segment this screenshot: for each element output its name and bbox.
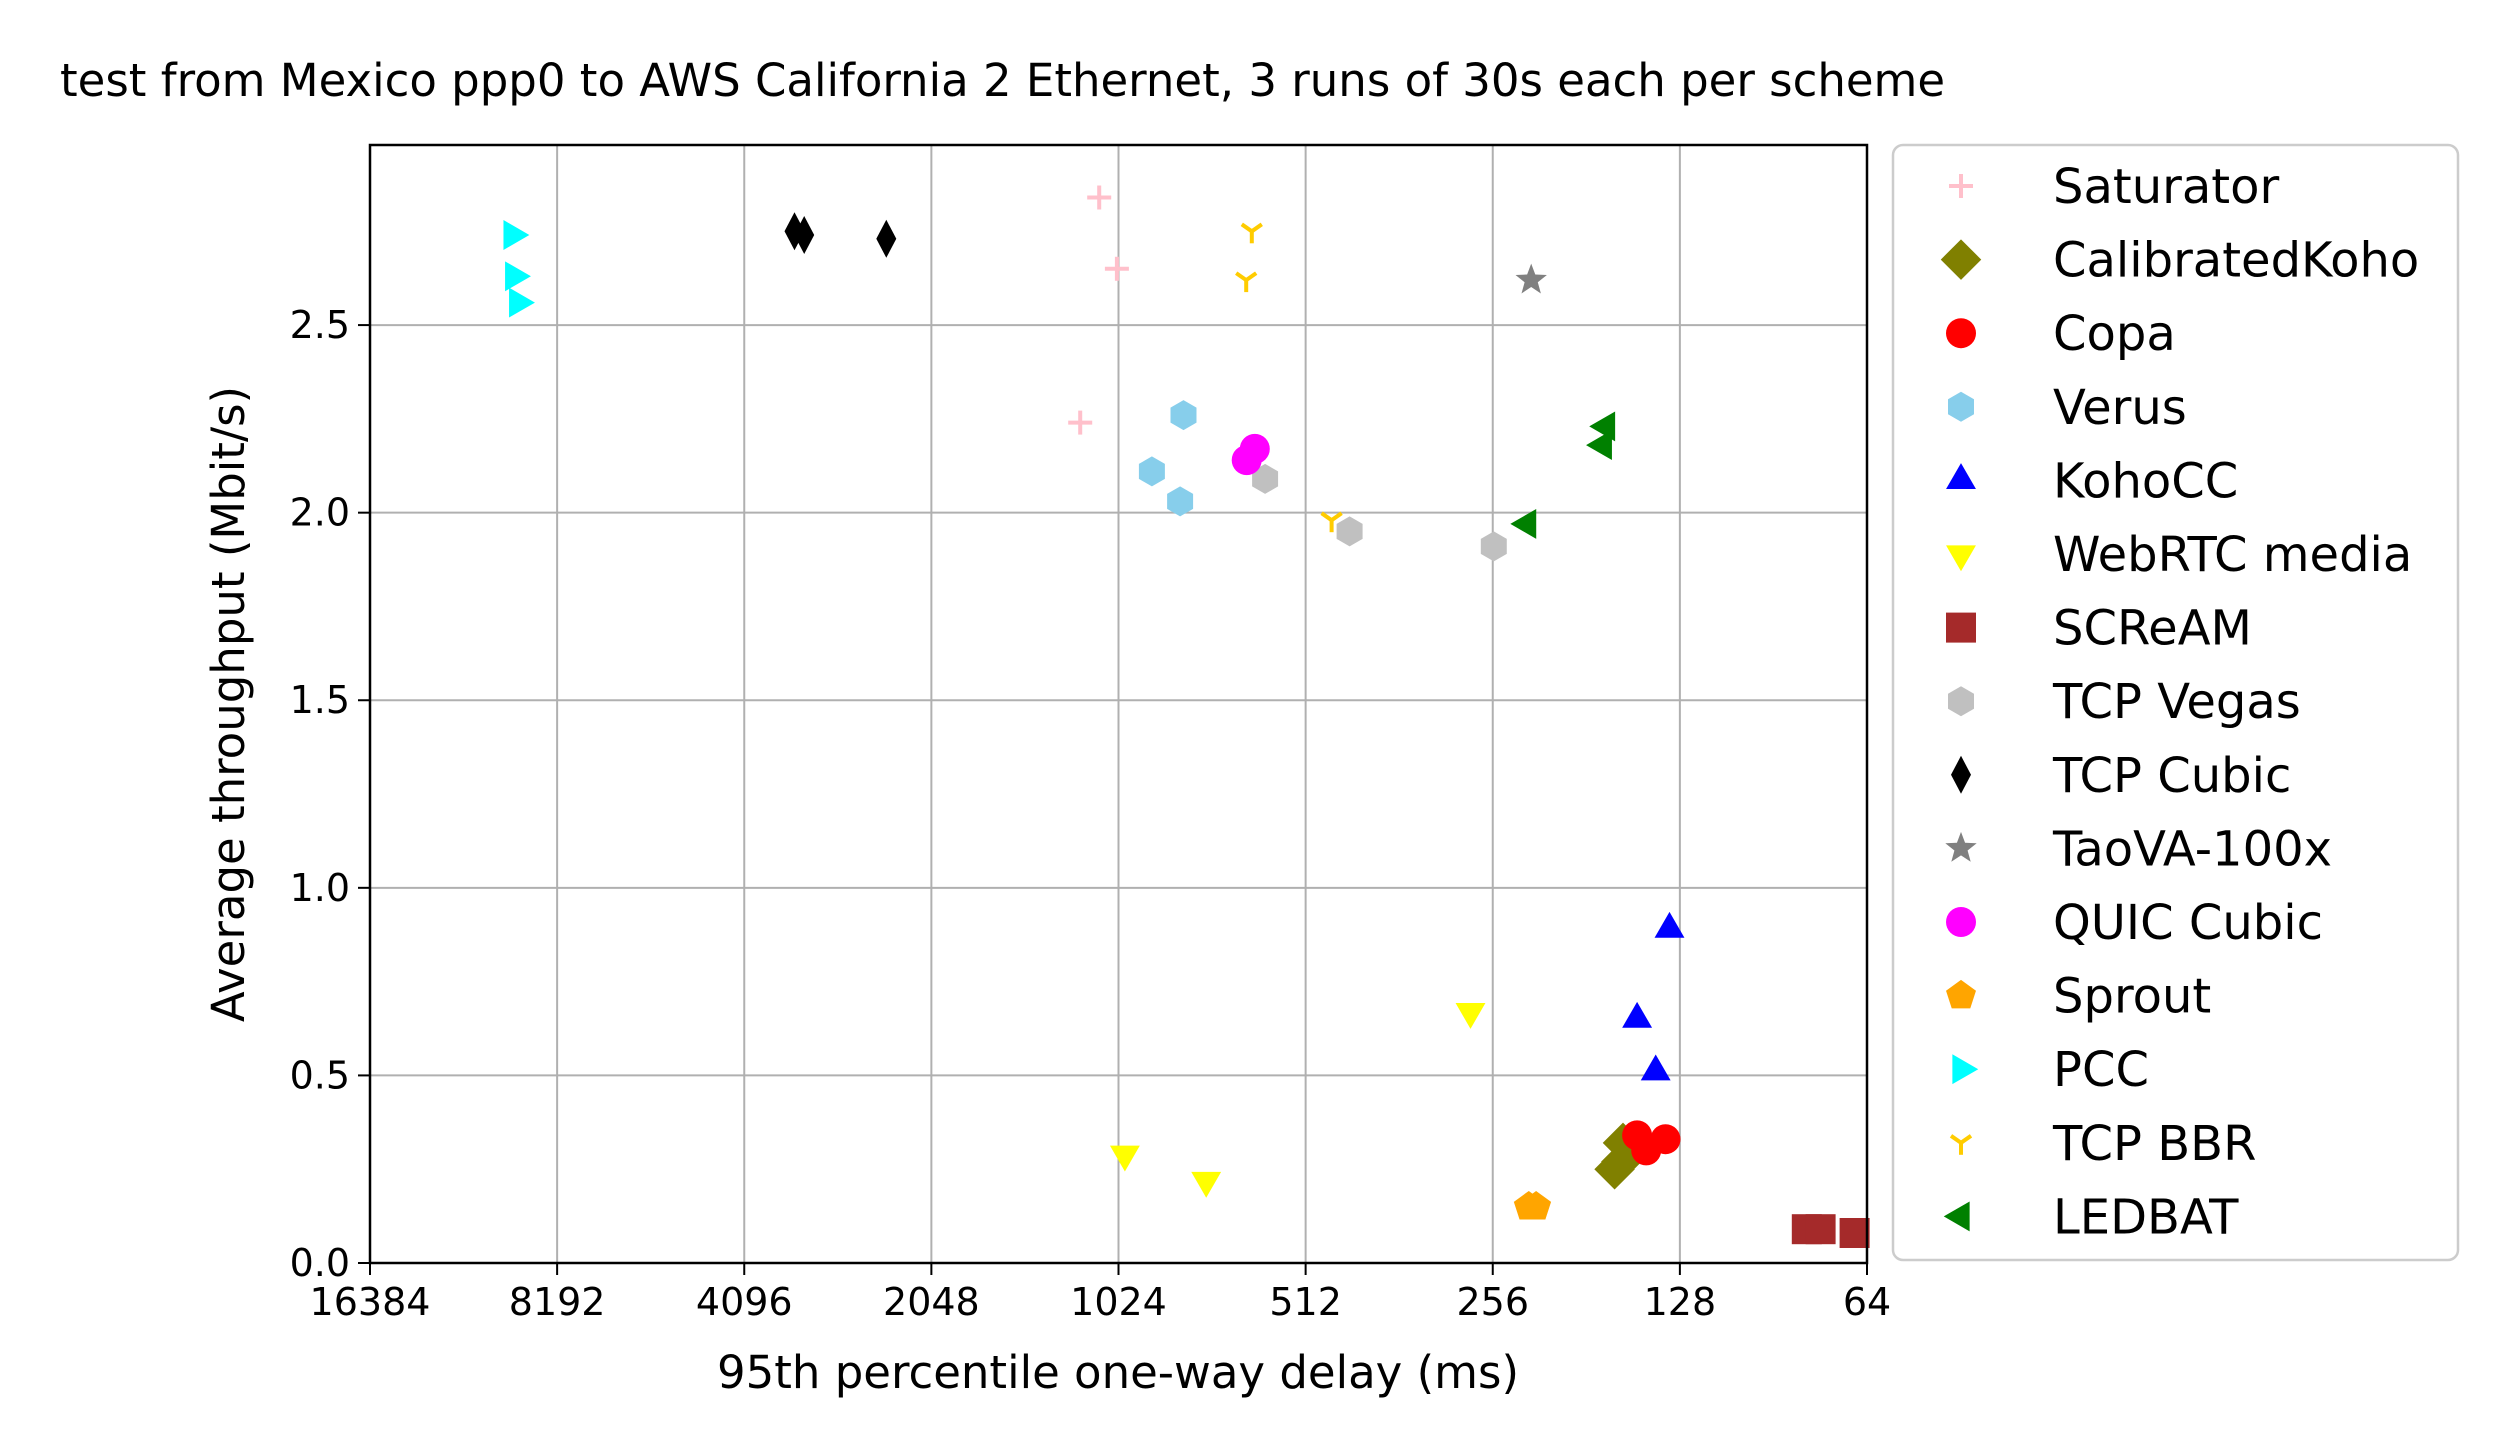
point-sprout [1521,1190,1552,1220]
point-kohocc [1654,911,1685,938]
x-tick-label: 4096 [696,1280,793,1324]
point-ledbat [1586,430,1612,461]
legend-label-tcp-bbr: TCP BBR [2052,1116,2256,1172]
point-tcp-cubic [794,216,815,254]
point-copa [1650,1124,1681,1155]
legend-label-sprout: Sprout [2053,969,2211,1025]
x-tick-label: 2048 [883,1280,980,1324]
point-tcp-bbr [1240,222,1263,244]
y-tick-label: 0.5 [290,1053,350,1097]
point-quic-cubic [1231,445,1262,476]
point-pcc [509,287,535,318]
legend-label-saturator: Saturator [2053,159,2279,215]
x-tick-label: 256 [1456,1280,1529,1324]
legend-label-verus: Verus [2053,380,2187,436]
point-webrtc-media [1191,1171,1222,1198]
legend-marker-kohocc [1946,463,1976,490]
y-axis-ticks: 0.0 0.5 1.0 1.5 2.0 2.5 [290,303,370,1285]
legend-label-calibratedkoho: CalibratedKoho [2053,233,2419,289]
point-ledbat [1510,508,1537,539]
point-kohocc [1622,1001,1653,1028]
point-tcp-vegas [1480,531,1507,562]
point-scream [1805,1214,1836,1245]
legend-marker-copa [1946,318,1976,349]
point-tcp-vegas [1336,516,1363,547]
x-tick-label: 16384 [310,1280,431,1324]
point-verus [1170,400,1197,431]
y-tick-label: 2.0 [290,491,350,535]
point-pcc [505,261,531,292]
legend-marker-taova-100x [1945,831,1977,862]
legend-label-tcp-vegas: TCP Vegas [2052,674,2301,730]
legend-label-kohocc: KohoCC [2053,453,2238,509]
legend-marker-ledbat [1943,1201,1970,1232]
point-saturator [1104,256,1129,281]
legend-marker-scream [1946,612,1976,643]
legend-frame [1891,143,2460,1262]
point-webrtc-media [1109,1145,1140,1172]
point-webrtc-media [1455,1002,1486,1029]
y-tick-label: 1.5 [290,678,350,722]
legend-items: Saturator CalibratedKoho Copa Verus KohoCC We… [1940,159,2419,1245]
point-verus [1167,486,1194,517]
legend-marker-tcp-cubic [1951,755,1971,794]
point-tcp-bbr [1320,511,1343,533]
legend-marker-tcp-vegas [1948,686,1974,717]
legend-marker-verus [1948,391,1974,422]
x-tick-label: 128 [1644,1280,1717,1324]
x-tick-label: 8192 [509,1280,606,1324]
point-saturator [1068,410,1093,435]
legend-label-copa: Copa [2053,306,2176,362]
legend-marker-quic-cubic [1946,907,1976,937]
y-axis-label: Average throughput (Mbit/s) [202,386,255,1022]
x-tick-label: 512 [1269,1280,1342,1324]
legend-marker-tcp-bbr [1949,1134,1973,1155]
x-tick-label: 1024 [1070,1280,1167,1324]
legend-marker-webrtc-media [1946,545,1976,572]
chart-title: test from Mexico ppp0 to AWS California … [60,54,1945,107]
legend-marker-saturator [1949,174,1973,198]
y-tick-label: 1.0 [290,866,350,910]
legend-label-tcp-cubic: TCP Cubic [2052,748,2291,804]
point-scream [1839,1218,1870,1248]
point-taova-100x [1515,263,1547,294]
point-saturator [1087,185,1112,210]
legend-marker-calibratedkoho [1940,239,1982,280]
grid-lines [369,145,1868,1264]
legend-label-taova-100x: TaoVA-100x [2052,821,2332,877]
point-tcp-bbr [1235,271,1258,293]
point-verus [1138,456,1165,487]
y-tick-label: 0.0 [290,1241,350,1285]
x-axis-ticks: 16384 8192 4096 2048 1024 512 256 128 64 [310,1263,1891,1324]
point-tcp-vegas [1252,463,1279,494]
legend-label-quic-cubic: QUIC Cubic [2053,895,2323,951]
data-points [503,185,1870,1248]
legend-label-scream: SCReAM [2053,601,2252,657]
legend-label-pcc: PCC [2053,1042,2149,1098]
x-axis-label: 95th percentile one-way delay (ms) [717,1346,1519,1399]
point-pcc [503,220,530,250]
legend-label-ledbat: LEDBAT [2053,1189,2239,1245]
legend: Saturator CalibratedKoho Copa Verus KohoCC We… [1891,143,2460,1262]
x-tick-label: 64 [1843,1280,1891,1324]
point-tcp-cubic [876,219,897,258]
y-tick-label: 2.5 [290,303,350,347]
legend-label-webrtc-media: WebRTC media [2053,527,2412,583]
legend-marker-sprout [1946,979,1976,1009]
legend-marker-pcc [1952,1054,1979,1085]
point-kohocc [1640,1054,1671,1081]
